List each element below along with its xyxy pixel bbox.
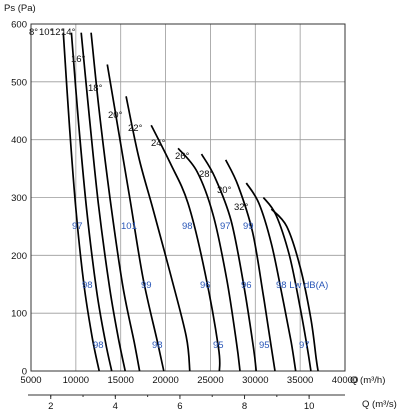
plot-frame: [30, 23, 346, 372]
noise-level-label: 98: [82, 280, 93, 291]
noise-level-label: 96: [200, 280, 211, 291]
noise-level-label: 98: [182, 221, 193, 232]
blade-angle-label: 8°: [29, 27, 38, 38]
x-tick-label: 40000: [332, 375, 358, 386]
blade-angle-label: 26°: [175, 151, 190, 162]
x-tick-label: 30000: [242, 375, 268, 386]
blade-angle-label: 18°: [88, 83, 103, 94]
x-tick-label: 5000: [20, 375, 41, 386]
x-tick-label: 25000: [197, 375, 223, 386]
blade-angle-label: 10°: [39, 27, 54, 38]
noise-level-label: 99: [243, 221, 254, 232]
curve-32deg: [270, 208, 319, 372]
x-tick-label: 20000: [152, 375, 178, 386]
curve-18deg: [125, 96, 191, 372]
noise-level-label: 97: [299, 340, 310, 351]
curve-8deg: [62, 32, 101, 372]
noise-level-label: 99: [141, 280, 152, 291]
x-tick-label: 15000: [108, 375, 134, 386]
curve-10deg: [70, 32, 113, 372]
curve-16deg: [106, 64, 165, 372]
y-tick-label: 400: [11, 135, 27, 146]
curve-12deg: [80, 32, 127, 372]
noise-level-label: 97: [72, 221, 83, 232]
secondary-x-tick-label: 10: [304, 401, 315, 412]
secondary-x-tick-label: 4: [113, 401, 118, 412]
secondary-x-tick-label: 6: [177, 401, 182, 412]
secondary-x-tick-label: 8: [242, 401, 247, 412]
y-tick-label: 0: [22, 367, 27, 378]
blade-angle-label: 24°: [151, 138, 166, 149]
y-tick-label: 300: [11, 193, 27, 204]
y-tick-label: 600: [11, 20, 27, 31]
blade-angle-label: 28°: [199, 169, 214, 180]
x-axis-title: Q (m³/h): [350, 375, 385, 386]
curve-20deg: [150, 124, 221, 372]
curve-22deg: [177, 147, 241, 372]
secondary-x-tick-label: 2: [48, 401, 53, 412]
curve-24deg: [200, 153, 258, 372]
y-tick-label: 500: [11, 77, 27, 88]
x-tick-label: 35000: [287, 375, 313, 386]
blade-angle-label: 30°: [217, 185, 232, 196]
blade-angle-label: 20°: [108, 110, 123, 121]
fan-curves: [62, 32, 319, 372]
blade-angle-label: 16°: [71, 54, 86, 65]
y-tick-label: 200: [11, 251, 27, 262]
noise-level-label: 98: [93, 340, 104, 351]
curve-14deg: [90, 32, 141, 372]
noise-level-label: 101: [121, 221, 137, 232]
noise-level-label: 98 Lw dB(A): [276, 280, 328, 291]
curve-28deg: [245, 182, 297, 372]
x-tick-label: 10000: [63, 375, 89, 386]
noise-level-label: 97: [220, 221, 231, 232]
blade-angle-label: 12°: [50, 27, 65, 38]
y-tick-label: 100: [11, 309, 27, 320]
noise-level-label: 96: [241, 280, 252, 291]
noise-level-label: 95: [213, 340, 224, 351]
x-secondary-axis-title: Q (m³/s): [362, 399, 397, 410]
y-axis-title: Ps (Pa): [4, 3, 36, 14]
noise-level-label: 98: [152, 340, 163, 351]
blade-angle-label: 32°: [234, 202, 249, 213]
noise-level-label: 95: [259, 340, 270, 351]
grid: [30, 23, 346, 372]
curve-26deg: [224, 159, 276, 372]
blade-angle-label: 22°: [128, 123, 143, 134]
blade-angle-label: 14°: [61, 27, 76, 38]
